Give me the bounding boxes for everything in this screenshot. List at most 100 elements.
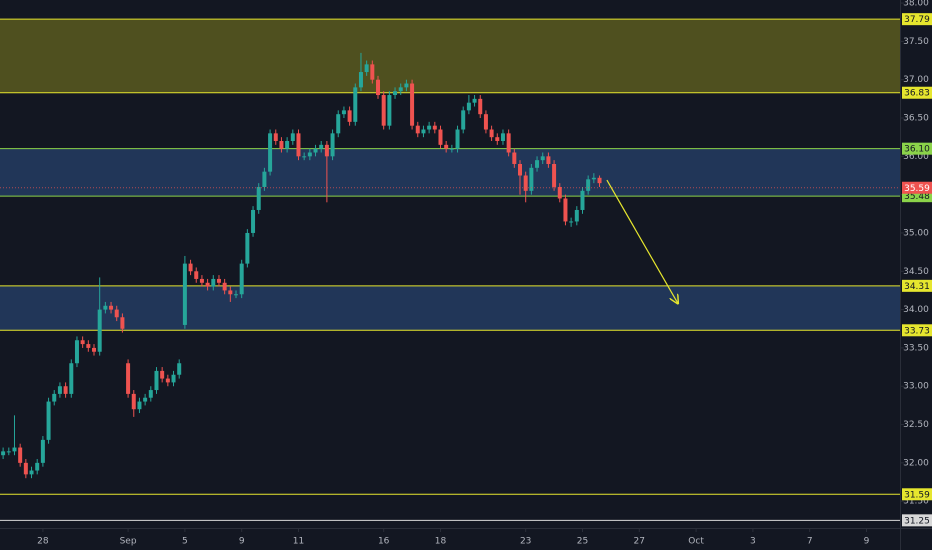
y-tick-label: 36.50 (903, 114, 929, 124)
candle-body (273, 133, 278, 142)
candle-body (557, 186, 562, 199)
level-label-bg (902, 86, 932, 99)
x-tick-label: 5 (182, 537, 188, 547)
candle-body (35, 462, 40, 471)
candle-body (256, 186, 261, 210)
candle-body (279, 141, 284, 149)
candle-body (455, 129, 460, 149)
candle-body (319, 144, 324, 149)
zone (0, 148, 900, 197)
level-label: 35.48 (904, 192, 930, 202)
candle-body (182, 263, 187, 325)
y-tick-label: 32.00 (903, 458, 929, 468)
candle-body (148, 390, 153, 398)
candle-body (52, 393, 57, 402)
candle-body (285, 141, 290, 149)
candle-body (336, 114, 341, 134)
candle-body (535, 160, 540, 168)
candle-body (591, 177, 596, 180)
last-price-bg (902, 181, 932, 194)
candle-body (251, 209, 256, 233)
candle-body (194, 271, 199, 279)
candle-body (500, 133, 505, 142)
candle-body (307, 152, 312, 157)
candle-body (506, 133, 511, 153)
level-label: 36.83 (904, 89, 930, 99)
y-tick-label: 37.50 (903, 37, 929, 47)
candle-body (69, 363, 74, 394)
last-price-label: 35.59 (904, 184, 930, 194)
zone (0, 19, 900, 93)
candle-body (262, 171, 267, 187)
candle-body (540, 156, 545, 161)
arrow (606, 179, 678, 303)
candle-body (404, 83, 409, 88)
candle-body (489, 129, 494, 138)
candle-body (143, 397, 148, 402)
y-tick-label: 33.50 (903, 343, 929, 353)
candle-body (393, 91, 398, 96)
candle-body (347, 110, 352, 122)
candle-body (29, 470, 34, 475)
candle-body (296, 133, 301, 157)
candle-body (222, 282, 227, 291)
candle-body (12, 447, 17, 452)
candle-body (478, 98, 483, 115)
candle-body (358, 72, 363, 88)
y-tick-label: 31.50 (903, 497, 929, 507)
x-tick-label: Oct (688, 537, 704, 547)
x-tick-label: 18 (435, 537, 447, 547)
candle-body (546, 156, 551, 164)
level-label: 31.25 (904, 516, 930, 526)
candle-body (216, 278, 221, 283)
level-label-bg (902, 13, 932, 26)
candle-body (131, 393, 136, 410)
x-tick-label: 16 (378, 537, 390, 547)
candle-body (483, 114, 488, 130)
candle-body (563, 198, 568, 222)
x-tick-label: 27 (634, 537, 645, 547)
candle-body (171, 374, 176, 383)
x-tick-label: 9 (864, 537, 870, 547)
candle-body (421, 129, 426, 134)
level-label: 34.31 (904, 282, 930, 292)
candle-body (177, 363, 182, 375)
candle-body (290, 133, 295, 142)
x-tick-label: 25 (577, 537, 588, 547)
candle-body (449, 148, 454, 150)
y-tick-label: 36.00 (903, 152, 929, 162)
candle-body (165, 378, 170, 383)
candle-body (438, 129, 443, 145)
candle-body (18, 447, 23, 463)
level-label: 33.73 (904, 326, 930, 336)
candle-body (234, 294, 239, 296)
plot-area (0, 18, 900, 521)
candle-body (324, 144, 329, 157)
candle-body (199, 278, 204, 283)
candle-body (80, 340, 85, 345)
level-label-bg (902, 142, 932, 155)
candle-body (552, 163, 557, 187)
candle-body (103, 305, 108, 310)
candle-body (398, 87, 403, 92)
candle-body (370, 64, 375, 80)
candle-body (126, 363, 131, 394)
candle-body (523, 175, 528, 191)
candle-body (586, 179, 591, 191)
y-tick-label: 32.50 (903, 420, 929, 430)
candle-body (109, 305, 114, 310)
x-tick-label: 28 (37, 537, 49, 547)
candle-body (46, 401, 51, 440)
x-tick-label: Sep (120, 537, 137, 547)
candle-body (387, 95, 392, 126)
candle-body (512, 152, 517, 164)
x-tick-label: 23 (520, 537, 531, 547)
candle-body (427, 125, 432, 130)
candle-body (137, 401, 142, 410)
candle-body (574, 209, 579, 222)
candle-body (569, 221, 574, 223)
candle-body (205, 282, 210, 287)
x-tick-label: 9 (239, 537, 245, 547)
